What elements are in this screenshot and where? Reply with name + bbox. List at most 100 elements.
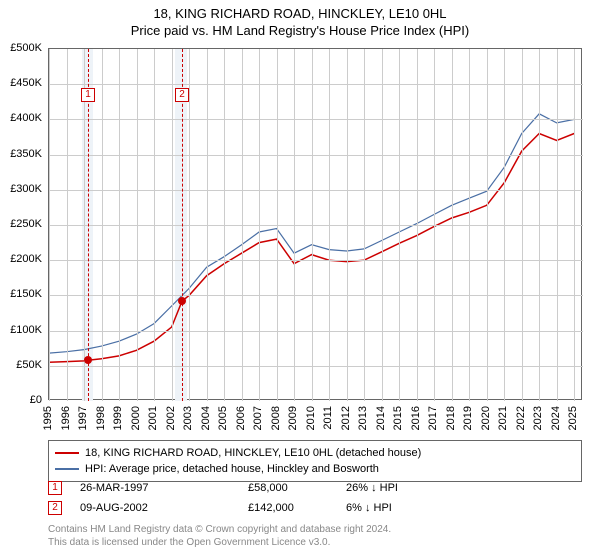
y-axis-label: £200K [0, 253, 42, 265]
gridline-vertical [434, 49, 435, 401]
x-axis-label: 2009 [287, 406, 299, 430]
gridline-vertical [504, 49, 505, 401]
x-axis-label: 2006 [235, 406, 247, 430]
transaction-row: 209-AUG-2002£142,0006% ↓ HPI [48, 498, 582, 518]
gridline-vertical [189, 49, 190, 401]
data-point-marker [84, 356, 92, 364]
attribution-line2: This data is licensed under the Open Gov… [48, 537, 582, 550]
x-axis-label: 2022 [515, 406, 527, 430]
gridline-vertical [557, 49, 558, 401]
y-axis-label: £450K [0, 77, 42, 89]
title-subtitle: Price paid vs. HM Land Registry's House … [0, 23, 600, 38]
x-axis-label: 2016 [410, 406, 422, 430]
x-axis-label: 2010 [305, 406, 317, 430]
title-address: 18, KING RICHARD ROAD, HINCKLEY, LE10 0H… [0, 6, 600, 21]
gridline-vertical [539, 49, 540, 401]
gridline-vertical [102, 49, 103, 401]
attribution-line1: Contains HM Land Registry data © Crown c… [48, 524, 582, 537]
gridline-horizontal [49, 190, 583, 191]
gridline-vertical [172, 49, 173, 401]
x-axis-label: 1999 [112, 406, 124, 430]
x-axis-label: 2019 [462, 406, 474, 430]
transaction-vline [88, 49, 89, 401]
x-axis-label: 2021 [497, 406, 509, 430]
legend-swatch [55, 468, 79, 470]
gridline-horizontal [49, 119, 583, 120]
y-axis-label: £400K [0, 112, 42, 124]
chart-container: 18, KING RICHARD ROAD, HINCKLEY, LE10 0H… [0, 0, 600, 560]
gridline-vertical [84, 49, 85, 401]
gridline-vertical [347, 49, 348, 401]
gridline-horizontal [49, 225, 583, 226]
gridline-vertical [329, 49, 330, 401]
y-axis-label: £50K [0, 359, 42, 371]
chart-area: 12 £0£50K£100K£150K£200K£250K£300K£350K£… [48, 48, 582, 400]
gridline-horizontal [49, 155, 583, 156]
x-axis-label: 2025 [567, 406, 579, 430]
transaction-marker: 1 [81, 88, 95, 102]
transaction-marker: 2 [175, 88, 189, 102]
gridline-horizontal [49, 84, 583, 85]
legend-label: 18, KING RICHARD ROAD, HINCKLEY, LE10 0H… [85, 447, 421, 459]
title-block: 18, KING RICHARD ROAD, HINCKLEY, LE10 0H… [0, 0, 600, 40]
x-axis-label: 1995 [42, 406, 54, 430]
transaction-row: 126-MAR-1997£58,00026% ↓ HPI [48, 478, 582, 498]
gridline-vertical [119, 49, 120, 401]
legend-swatch [55, 452, 79, 454]
x-axis-label: 2003 [182, 406, 194, 430]
x-axis-label: 1997 [77, 406, 89, 430]
x-axis-label: 2005 [217, 406, 229, 430]
gridline-vertical [574, 49, 575, 401]
x-axis-label: 1998 [95, 406, 107, 430]
gridline-vertical [294, 49, 295, 401]
x-axis-label: 2020 [480, 406, 492, 430]
y-axis-label: £350K [0, 148, 42, 160]
gridline-horizontal [49, 331, 583, 332]
gridline-vertical [277, 49, 278, 401]
gridline-vertical [207, 49, 208, 401]
transaction-vline [182, 49, 183, 401]
x-axis-label: 2011 [322, 406, 334, 430]
transaction-row-marker: 2 [48, 501, 62, 515]
x-axis-label: 2012 [340, 406, 352, 430]
gridline-vertical [469, 49, 470, 401]
x-axis-label: 1996 [60, 406, 72, 430]
gridline-vertical [452, 49, 453, 401]
y-axis-label: £100K [0, 324, 42, 336]
x-axis-label: 2014 [375, 406, 387, 430]
attribution-text: Contains HM Land Registry data © Crown c… [48, 524, 582, 549]
y-axis-label: £500K [0, 42, 42, 54]
legend-box: 18, KING RICHARD ROAD, HINCKLEY, LE10 0H… [48, 440, 582, 482]
transaction-diff: 6% ↓ HPI [346, 502, 446, 514]
x-axis-label: 2018 [445, 406, 457, 430]
legend-label: HPI: Average price, detached house, Hinc… [85, 463, 379, 475]
gridline-vertical [522, 49, 523, 401]
gridline-vertical [487, 49, 488, 401]
plot-region: 12 [48, 48, 582, 400]
gridline-vertical [382, 49, 383, 401]
gridline-vertical [49, 49, 50, 401]
gridline-vertical [399, 49, 400, 401]
x-axis-label: 2007 [252, 406, 264, 430]
gridline-horizontal [49, 366, 583, 367]
x-axis-label: 2017 [427, 406, 439, 430]
transaction-date: 26-MAR-1997 [80, 482, 230, 494]
x-axis-label: 2004 [200, 406, 212, 430]
y-axis-label: £300K [0, 183, 42, 195]
x-axis-label: 2002 [165, 406, 177, 430]
y-axis-label: £150K [0, 288, 42, 300]
data-point-marker [178, 297, 186, 305]
transaction-row-marker: 1 [48, 481, 62, 495]
x-axis-label: 2008 [270, 406, 282, 430]
gridline-vertical [417, 49, 418, 401]
y-axis-label: £0 [0, 394, 42, 406]
transaction-price: £58,000 [248, 482, 328, 494]
gridline-horizontal [49, 295, 583, 296]
x-axis-label: 2024 [550, 406, 562, 430]
gridline-vertical [67, 49, 68, 401]
gridline-vertical [137, 49, 138, 401]
x-axis-label: 2013 [357, 406, 369, 430]
legend-row: 18, KING RICHARD ROAD, HINCKLEY, LE10 0H… [55, 445, 575, 461]
x-axis-label: 2001 [147, 406, 159, 430]
y-axis-label: £250K [0, 218, 42, 230]
